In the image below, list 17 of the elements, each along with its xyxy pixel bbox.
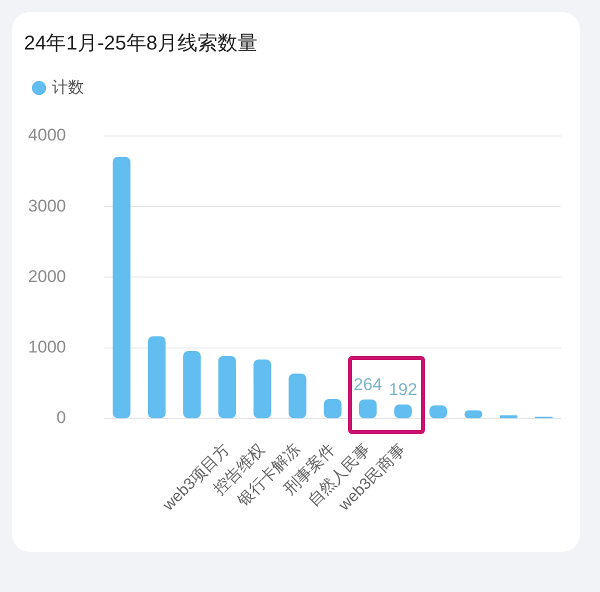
data-label: 264 xyxy=(354,374,382,394)
legend-label: 计数 xyxy=(52,78,84,96)
bar xyxy=(288,374,306,418)
data-label: 192 xyxy=(388,380,418,400)
y-tick-label: 2000 xyxy=(28,266,66,286)
bar xyxy=(218,356,236,418)
bar xyxy=(112,156,130,418)
bar xyxy=(359,399,377,418)
y-tick-label: 4000 xyxy=(28,126,66,145)
bar xyxy=(148,336,166,418)
chart-title: 24年1月-25年8月线索数量 xyxy=(24,32,258,55)
y-tick-label: 1000 xyxy=(28,338,66,357)
y-tick-label: 3000 xyxy=(28,196,66,216)
y-tick-label: 0 xyxy=(56,408,66,428)
bar xyxy=(183,351,201,418)
bar xyxy=(324,399,342,418)
bar xyxy=(253,360,272,418)
